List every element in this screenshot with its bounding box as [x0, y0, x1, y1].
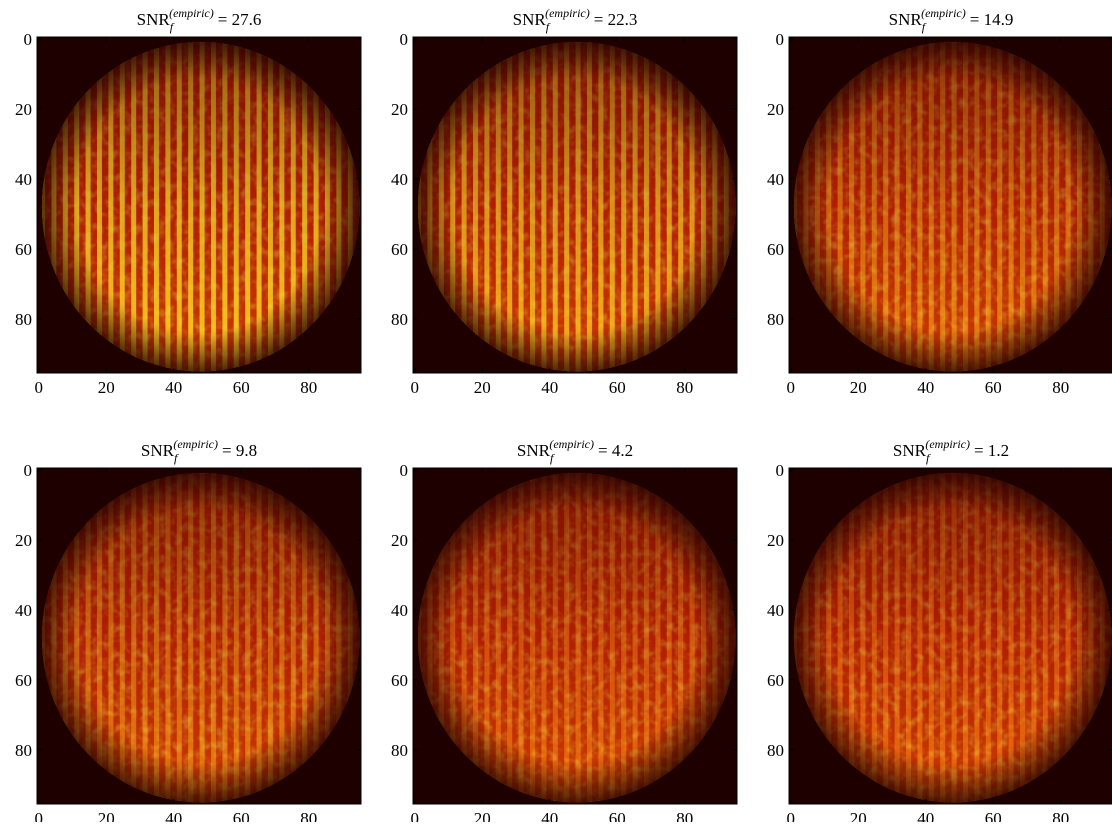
y-tick-label: 80: [15, 741, 32, 760]
x-tick-label: 20: [474, 378, 491, 397]
title-sub: f: [170, 20, 175, 34]
panel-title: SNRf(empiric) = 1.2: [893, 437, 1009, 465]
x-tick-label: 80: [1052, 809, 1069, 822]
x-tick-label: 80: [676, 809, 693, 822]
y-tick-label: 40: [15, 170, 32, 189]
y-tick-label: 80: [767, 741, 784, 760]
x-tick-label: 20: [850, 809, 867, 822]
x-tick-label: 0: [410, 809, 419, 822]
title-base: SNR: [513, 10, 547, 29]
title-sub: f: [546, 20, 551, 34]
title-sub: f: [550, 451, 555, 465]
x-tick-label: 20: [850, 378, 867, 397]
x-tick-label: 60: [985, 809, 1002, 822]
x-tick-label: 80: [300, 378, 317, 397]
x-tick-label: 60: [233, 809, 250, 822]
y-tick-label: 80: [391, 310, 408, 329]
x-tick-label: 80: [676, 378, 693, 397]
panel-title: SNRf(empiric) = 4.2: [517, 437, 633, 465]
x-tick-label: 60: [233, 378, 250, 397]
title-rest: = 22.3: [594, 10, 638, 29]
x-tick-label: 40: [165, 809, 182, 822]
title-sup: (empiric): [173, 437, 218, 451]
title-sub: f: [922, 20, 927, 34]
y-tick-label: 80: [767, 310, 784, 329]
figure: SNRf(empiric)= 27.6020406080020406080SNR…: [0, 0, 1112, 822]
title-rest: = 4.2: [598, 441, 633, 460]
x-tick-label: 20: [98, 378, 115, 397]
title-sup: (empiric): [921, 6, 966, 20]
x-tick-label: 40: [541, 809, 558, 822]
y-tick-label: 80: [391, 741, 408, 760]
title-base: SNR: [137, 10, 171, 29]
y-tick-label: 0: [400, 461, 409, 480]
x-tick-label: 0: [786, 378, 795, 397]
y-tick-label: 20: [767, 100, 784, 119]
y-tick-label: 0: [776, 461, 785, 480]
y-tick-label: 40: [391, 601, 408, 620]
panel-title: SNRf(empiric) = 27.6: [137, 6, 262, 34]
title-sub: f: [174, 451, 179, 465]
title-sub: f: [926, 451, 931, 465]
y-tick-label: 60: [767, 671, 784, 690]
x-tick-label: 60: [609, 809, 626, 822]
y-tick-label: 20: [767, 531, 784, 550]
x-tick-label: 40: [917, 378, 934, 397]
x-tick-label: 40: [165, 378, 182, 397]
panel: SNRf(empiric) = 27.6 0 20 40 60 80 0 20 40 60 80: [15, 6, 361, 397]
title-rest: = 27.6: [218, 10, 262, 29]
y-tick-label: 60: [15, 240, 32, 259]
x-tick-label: 80: [300, 809, 317, 822]
y-tick-label: 0: [776, 30, 785, 49]
panel: SNRf(empiric) = 9.8 0 20 40 60 80 0 20 40 60 80: [15, 437, 361, 822]
panel: SNRf(empiric) = 1.2 0 20 40 60 80 0 20 40 60 80: [767, 437, 1112, 822]
x-tick-label: 20: [98, 809, 115, 822]
y-tick-label: 20: [391, 531, 408, 550]
y-tick-label: 40: [391, 170, 408, 189]
title-base: SNR: [893, 441, 927, 460]
title-rest: = 1.2: [974, 441, 1009, 460]
panel-title: SNRf(empiric) = 22.3: [513, 6, 638, 34]
x-tick-label: 60: [609, 378, 626, 397]
x-tick-label: 0: [786, 809, 795, 822]
y-tick-label: 20: [391, 100, 408, 119]
panel-title: SNRf(empiric) = 9.8: [141, 437, 257, 465]
y-tick-label: 80: [15, 310, 32, 329]
y-tick-label: 60: [767, 240, 784, 259]
panel: SNRf(empiric) = 14.9 0 20 40 60 80 0 20 40 60 80: [767, 6, 1112, 397]
y-tick-label: 40: [767, 601, 784, 620]
x-tick-label: 20: [474, 809, 491, 822]
title-sup: (empiric): [169, 6, 214, 20]
y-tick-label: 20: [15, 100, 32, 119]
x-tick-label: 60: [985, 378, 1002, 397]
y-tick-label: 0: [400, 30, 409, 49]
title-base: SNR: [889, 10, 923, 29]
title-sup: (empiric): [545, 6, 590, 20]
x-tick-label: 0: [410, 378, 419, 397]
y-tick-label: 40: [15, 601, 32, 620]
panel: SNRf(empiric) = 4.2 0 20 40 60 80 0 20 40 60 80: [391, 437, 737, 822]
title-rest: = 9.8: [222, 441, 257, 460]
title-base: SNR: [517, 441, 551, 460]
y-tick-label: 0: [24, 30, 33, 49]
title-rest: = 14.9: [970, 10, 1014, 29]
title-sup: (empiric): [549, 437, 594, 451]
y-tick-label: 60: [15, 671, 32, 690]
panel: SNRf(empiric) = 22.3 0 20 40 60 80 0 20 40 60 80: [391, 6, 737, 397]
y-tick-label: 60: [391, 240, 408, 259]
x-tick-label: 40: [541, 378, 558, 397]
y-tick-label: 20: [15, 531, 32, 550]
x-tick-label: 80: [1052, 378, 1069, 397]
panel-title: SNRf(empiric) = 14.9: [889, 6, 1014, 34]
x-tick-label: 0: [34, 809, 43, 822]
title-base: SNR: [141, 441, 175, 460]
y-tick-label: 0: [24, 461, 33, 480]
y-tick-label: 60: [391, 671, 408, 690]
title-sup: (empiric): [925, 437, 970, 451]
x-tick-label: 40: [917, 809, 934, 822]
x-tick-label: 0: [34, 378, 43, 397]
y-tick-label: 40: [767, 170, 784, 189]
